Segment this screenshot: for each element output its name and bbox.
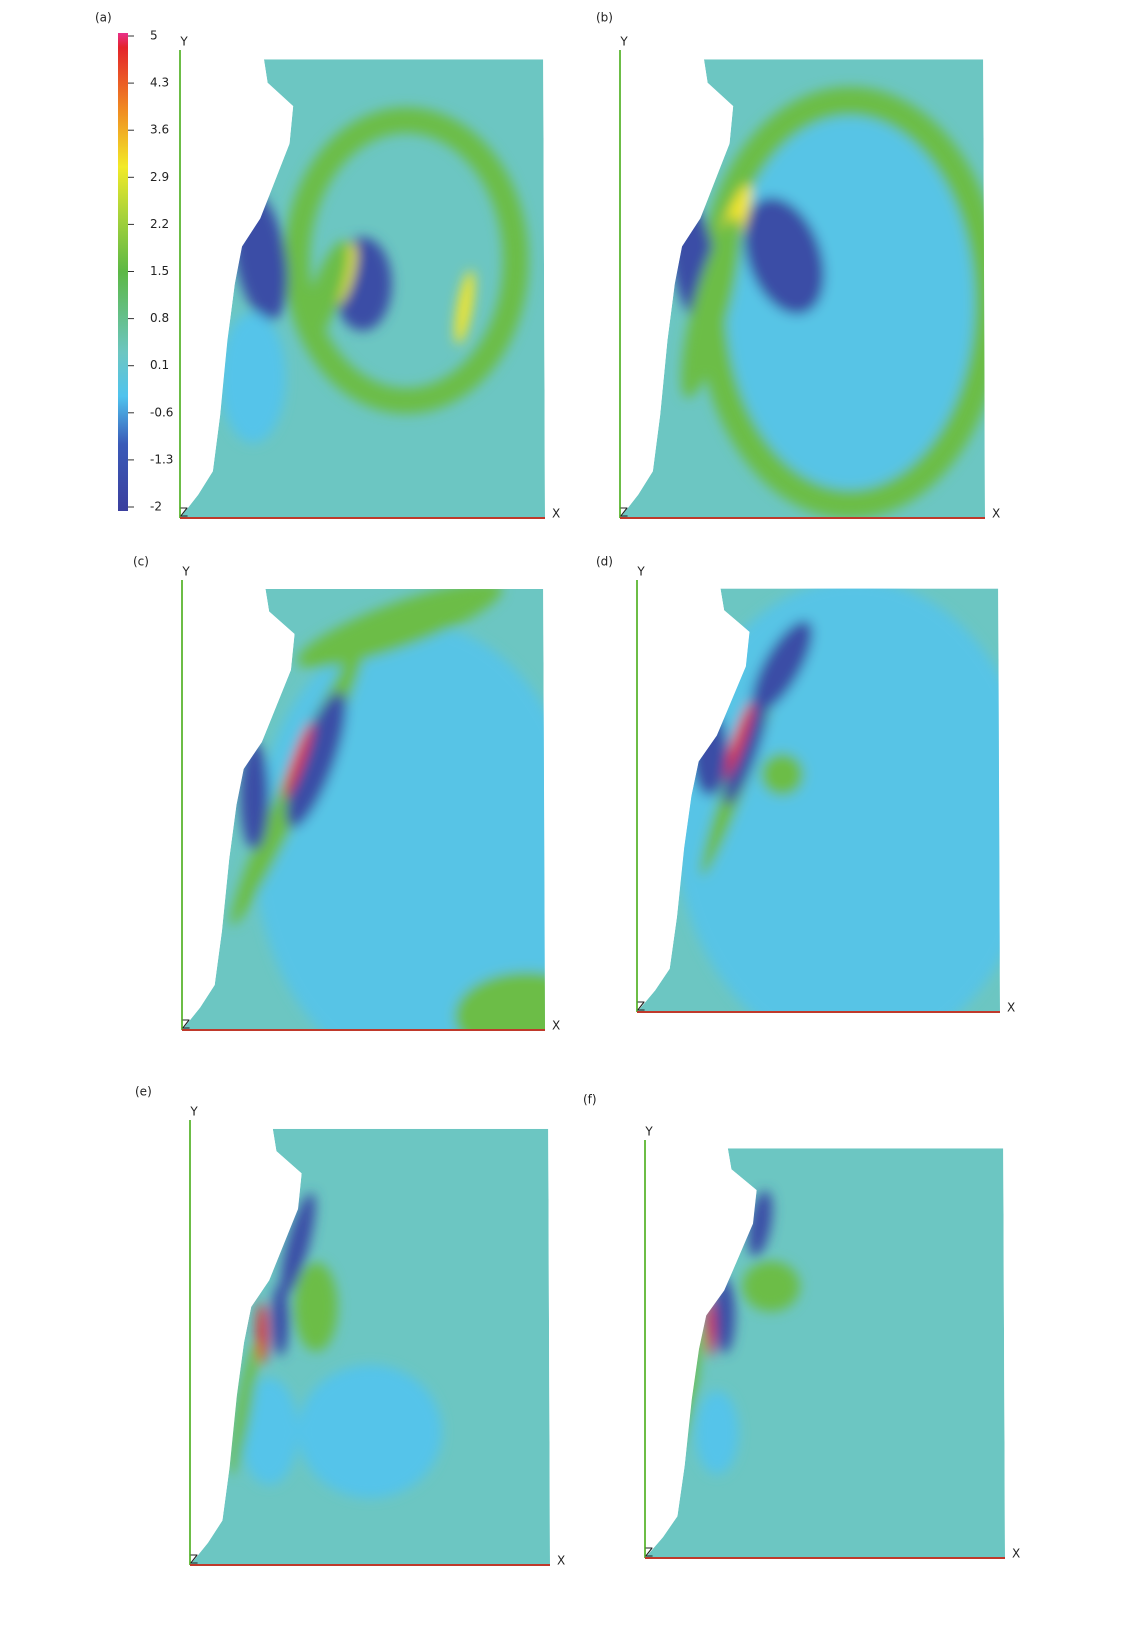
features xyxy=(220,107,529,444)
y-axis-label: Y xyxy=(636,565,645,579)
x-axis-label: X xyxy=(1012,1547,1020,1561)
x-axis-label: X xyxy=(552,507,560,521)
field-patch xyxy=(286,692,347,828)
colorbar-tick-label: 2.9 xyxy=(150,170,169,184)
field-patch xyxy=(713,1277,735,1354)
field-patch xyxy=(454,971,545,1030)
z-axis-label: Z xyxy=(180,506,188,520)
colorbar-tick-label: 1.5 xyxy=(150,264,169,278)
y-axis-label: Y xyxy=(181,565,190,579)
x-axis-label: X xyxy=(557,1554,565,1568)
field-patch xyxy=(695,1390,739,1475)
y-axis-label: Y xyxy=(189,1105,198,1119)
panel-label: (a) xyxy=(95,11,112,25)
field-patch xyxy=(240,742,270,850)
panel: Y X Z (e) xyxy=(135,1085,565,1568)
field-patch xyxy=(751,620,813,713)
colorbar xyxy=(118,33,128,511)
colorbar-tick-label: 4.3 xyxy=(150,76,169,90)
colorbar-tick-label: 0.1 xyxy=(150,358,169,372)
colorbar-tick-label: 5 xyxy=(150,29,158,43)
field-patch xyxy=(302,240,350,347)
field xyxy=(637,588,1000,1012)
field-patch xyxy=(280,1192,316,1297)
field xyxy=(645,1148,1005,1558)
z-axis-label: Z xyxy=(182,1018,190,1032)
features xyxy=(230,589,545,1030)
features xyxy=(230,1192,442,1499)
x-axis-label: X xyxy=(1007,1001,1015,1015)
field xyxy=(180,59,545,519)
features xyxy=(673,588,1000,1012)
field-patch xyxy=(240,1378,298,1485)
colorbar-tick-label: -0.6 xyxy=(150,405,173,419)
panel: Y X Z (f) xyxy=(583,1093,1020,1561)
field-patch xyxy=(220,312,286,444)
field xyxy=(620,59,985,519)
z-axis-label: Z xyxy=(620,506,628,520)
y-axis-label: Y xyxy=(644,1125,653,1139)
field-patch xyxy=(271,1284,289,1356)
colorbar-tick-label: -2 xyxy=(150,500,162,514)
z-axis-label: Z xyxy=(645,1546,653,1560)
z-axis-label: Z xyxy=(637,1000,645,1014)
y-axis-label: Y xyxy=(619,35,628,49)
field xyxy=(190,1128,550,1565)
field-patch xyxy=(724,699,768,806)
field-patch xyxy=(256,1302,268,1365)
field-patch xyxy=(283,721,313,799)
field-patch xyxy=(230,1343,258,1475)
panel-label: (b) xyxy=(596,11,613,25)
colorbar-tick-label: 0.8 xyxy=(150,311,169,325)
panel-label: (f) xyxy=(583,1093,597,1107)
panel: Y X Z (a) xyxy=(95,11,560,521)
field xyxy=(182,589,545,1030)
field-patch xyxy=(294,1262,338,1352)
panel: Y X Z (b) xyxy=(596,11,1000,521)
field-patch xyxy=(744,197,825,315)
field-patch xyxy=(742,1261,800,1312)
domain xyxy=(190,1128,550,1565)
panel-label: (d) xyxy=(596,555,613,569)
z-axis-label: Z xyxy=(190,1553,198,1567)
field-patch xyxy=(298,1364,442,1499)
y-axis-label: Y xyxy=(179,35,188,49)
panel: Y X Z (d) xyxy=(596,555,1015,1015)
panel-label: (e) xyxy=(135,1085,152,1099)
x-axis-label: X xyxy=(552,1019,560,1033)
field-patch xyxy=(681,216,742,398)
colorbar-tick-label: 3.6 xyxy=(150,123,169,137)
panel-label: (c) xyxy=(133,555,149,569)
x-axis-label: X xyxy=(992,507,1000,521)
wave-ring xyxy=(284,107,529,414)
colorbar-tick-label: 2.2 xyxy=(150,217,169,231)
field-patch xyxy=(691,709,728,796)
field-patch xyxy=(455,270,475,345)
panel: Y X Z (c) xyxy=(133,555,560,1033)
colorbar-tick-label: -1.3 xyxy=(150,452,173,466)
field-patch xyxy=(297,589,503,668)
field-patch xyxy=(705,1298,715,1358)
field-patch xyxy=(723,699,755,781)
field-patch xyxy=(760,752,804,797)
